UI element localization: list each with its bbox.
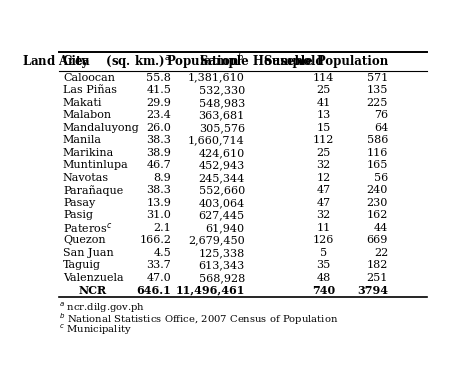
Text: 46.7: 46.7 [146,160,171,170]
Text: Pasig: Pasig [63,210,93,220]
Text: Marikina: Marikina [63,148,114,158]
Text: 669: 669 [367,235,388,245]
Text: City: City [63,55,89,68]
Text: Sample Household: Sample Household [200,55,324,68]
Text: 571: 571 [367,73,388,83]
Text: Taguig: Taguig [63,260,101,270]
Text: Parañaque: Parañaque [63,185,123,196]
Text: $^b$ National Statistics Office, 2007 Census of Population: $^b$ National Statistics Office, 2007 Ce… [59,312,338,327]
Text: 165: 165 [367,160,388,170]
Text: 12: 12 [317,173,331,183]
Text: 452,943: 452,943 [199,160,245,170]
Text: 56: 56 [374,173,388,183]
Text: 225: 225 [367,98,388,108]
Text: 112: 112 [313,135,335,145]
Text: 76: 76 [374,110,388,120]
Text: Pateros$^c$: Pateros$^c$ [63,221,112,235]
Text: 552,660: 552,660 [199,185,245,195]
Text: Sample Population: Sample Population [264,55,388,68]
Text: 25: 25 [317,85,331,95]
Text: $^c$ Municipality: $^c$ Municipality [59,323,132,337]
Text: San Juan: San Juan [63,248,114,258]
Text: 47: 47 [317,198,331,208]
Text: 23.4: 23.4 [146,110,171,120]
Text: Land Area    (sq. km.)$^a$: Land Area (sq. km.)$^a$ [22,53,171,70]
Text: 55.8: 55.8 [146,73,171,83]
Text: 22: 22 [374,248,388,258]
Text: Manila: Manila [63,135,102,145]
Text: 162: 162 [367,210,388,220]
Text: $^a$ ncr.dilg.gov.ph: $^a$ ncr.dilg.gov.ph [59,301,146,315]
Text: 613,343: 613,343 [199,260,245,270]
Text: 116: 116 [367,148,388,158]
Text: Muntinlupa: Muntinlupa [63,160,128,170]
Text: 11: 11 [317,223,331,233]
Text: 305,576: 305,576 [199,123,245,133]
Text: Quezon: Quezon [63,235,106,245]
Text: 64: 64 [374,123,388,133]
Text: 13.9: 13.9 [146,198,171,208]
Text: 47: 47 [317,185,331,195]
Text: 38.9: 38.9 [146,148,171,158]
Text: 2.1: 2.1 [154,223,171,233]
Text: 38.3: 38.3 [146,185,171,195]
Text: 230: 230 [367,198,388,208]
Text: 11,496,461: 11,496,461 [175,285,245,296]
Text: 35: 35 [317,260,331,270]
Text: 15: 15 [317,123,331,133]
Text: Mandaluyong: Mandaluyong [63,123,140,133]
Text: Pasay: Pasay [63,198,95,208]
Text: 740: 740 [312,285,335,296]
Text: 135: 135 [367,85,388,95]
Text: 568,928: 568,928 [199,273,245,283]
Text: Navotas: Navotas [63,173,109,183]
Text: 1,660,714: 1,660,714 [188,135,245,145]
Text: NCR: NCR [78,285,106,296]
Text: 548,983: 548,983 [199,98,245,108]
Text: 5: 5 [320,248,328,258]
Text: 61,940: 61,940 [206,223,245,233]
Text: 48: 48 [317,273,331,283]
Text: 125,338: 125,338 [199,248,245,258]
Text: 41: 41 [317,98,331,108]
Text: 41.5: 41.5 [146,85,171,95]
Text: 31.0: 31.0 [146,210,171,220]
Text: 2,679,450: 2,679,450 [188,235,245,245]
Text: 403,064: 403,064 [199,198,245,208]
Text: 586: 586 [367,135,388,145]
Text: 29.9: 29.9 [146,98,171,108]
Text: 4.5: 4.5 [154,248,171,258]
Text: 32: 32 [317,160,331,170]
Text: 166.2: 166.2 [139,235,171,245]
Text: 240: 240 [367,185,388,195]
Text: 363,681: 363,681 [199,110,245,120]
Text: 182: 182 [367,260,388,270]
Text: 8.9: 8.9 [154,173,171,183]
Text: 627,445: 627,445 [199,210,245,220]
Text: Population$^b$: Population$^b$ [166,52,245,71]
Text: 32: 32 [317,210,331,220]
Text: 38.3: 38.3 [146,135,171,145]
Text: 114: 114 [313,73,335,83]
Text: 3794: 3794 [357,285,388,296]
Text: 646.1: 646.1 [137,285,171,296]
Text: 26.0: 26.0 [146,123,171,133]
Text: Caloocan: Caloocan [63,73,115,83]
Text: 251: 251 [367,273,388,283]
Text: 44: 44 [374,223,388,233]
Text: 33.7: 33.7 [146,260,171,270]
Text: 47.0: 47.0 [146,273,171,283]
Text: 245,344: 245,344 [199,173,245,183]
Text: Malabon: Malabon [63,110,112,120]
Text: Makati: Makati [63,98,102,108]
Text: Las Piñas: Las Piñas [63,85,117,95]
Text: 532,330: 532,330 [199,85,245,95]
Text: 1,381,610: 1,381,610 [188,73,245,83]
Text: 424,610: 424,610 [199,148,245,158]
Text: 126: 126 [313,235,335,245]
Text: 13: 13 [317,110,331,120]
Text: 25: 25 [317,148,331,158]
Text: Valenzuela: Valenzuela [63,273,124,283]
